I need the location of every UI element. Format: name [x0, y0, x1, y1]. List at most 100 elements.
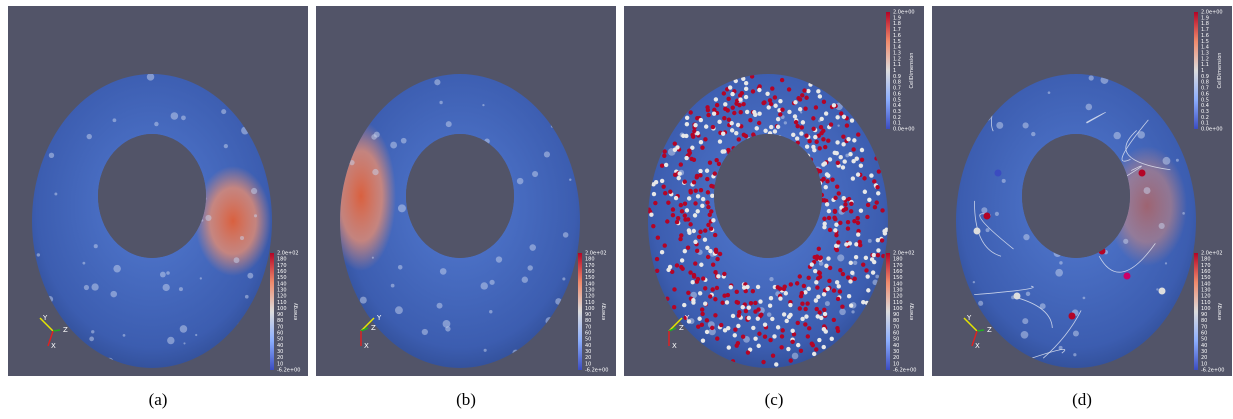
colorbar-tick: 90	[893, 312, 899, 318]
colorbar-tick: 110	[277, 300, 287, 306]
colorbar-tick: 160	[1201, 269, 1211, 275]
speckle	[36, 253, 41, 257]
colorbar-tick: 150	[585, 275, 595, 281]
particle	[700, 311, 705, 317]
colorbar-tick: 10	[277, 361, 283, 367]
particle	[698, 117, 704, 123]
speckle	[1047, 91, 1051, 95]
particle	[705, 254, 711, 260]
particle	[793, 100, 798, 105]
surface-detail	[648, 74, 888, 367]
particle	[841, 196, 846, 201]
particle	[858, 163, 864, 168]
particle	[872, 179, 877, 184]
particle	[835, 296, 841, 302]
particle	[743, 81, 749, 86]
speckle	[199, 277, 202, 280]
caption: (a)	[149, 390, 168, 409]
speckle	[527, 265, 533, 271]
particle	[723, 106, 728, 112]
colorbar-tick: 0.5	[1201, 97, 1209, 103]
axis-arrow	[360, 327, 369, 332]
axis-label: X	[672, 342, 677, 350]
speckle	[436, 302, 443, 309]
hole	[714, 134, 822, 258]
speckle	[1055, 268, 1063, 277]
particle	[793, 120, 799, 125]
particle	[712, 232, 718, 238]
particle	[849, 118, 855, 123]
particle	[651, 182, 656, 187]
colorbar-tick: 170	[893, 263, 903, 269]
speckle	[434, 79, 441, 86]
particle	[682, 213, 688, 218]
particle	[791, 132, 796, 138]
particle	[746, 305, 752, 310]
speckle	[1156, 288, 1159, 291]
colorbar-tick: 100	[1201, 306, 1211, 312]
particle	[783, 291, 789, 296]
speckle	[1039, 303, 1046, 310]
particle	[729, 121, 734, 126]
colorbar-tick: 1	[893, 68, 896, 74]
particle	[684, 115, 690, 121]
caption: (b)	[456, 390, 476, 409]
particle	[688, 188, 693, 194]
particle	[865, 202, 871, 208]
particle	[737, 309, 742, 315]
colorbar-title: energy	[601, 303, 607, 320]
particle	[707, 160, 713, 165]
particle	[684, 208, 690, 213]
particle	[726, 345, 731, 350]
particle	[678, 202, 684, 208]
particle	[716, 161, 722, 167]
speckle	[253, 214, 258, 218]
particle	[736, 323, 741, 329]
particle	[832, 209, 838, 215]
particle	[682, 248, 688, 254]
particle	[733, 78, 738, 84]
particle	[763, 128, 768, 133]
particle	[844, 242, 849, 247]
colorbar-tick: 180	[1201, 257, 1211, 263]
colorbar-tick: 20	[277, 355, 283, 361]
particle	[685, 245, 691, 250]
particle	[693, 122, 698, 128]
colorbar	[1194, 12, 1198, 129]
particle	[703, 301, 708, 306]
colorbar-tick: 70	[893, 324, 899, 330]
particle	[655, 235, 661, 240]
speckle	[1137, 131, 1145, 139]
particle	[703, 124, 709, 129]
particle	[983, 212, 991, 220]
speckle	[1162, 156, 1171, 165]
colorbar-tick: 0.1	[1201, 121, 1209, 127]
speckle	[1023, 233, 1030, 241]
speckle	[1088, 75, 1094, 81]
particle	[835, 325, 840, 331]
colorbar-title: energy	[1217, 303, 1223, 320]
panel: 2.0e+00 0.0e+00 1.91.81.71.61.51.41.31.21.…	[932, 6, 1232, 376]
particle	[772, 334, 777, 339]
particle	[848, 152, 853, 157]
speckle	[122, 333, 126, 337]
particle	[838, 220, 843, 226]
particle	[778, 112, 783, 117]
colorbar-tick: 150	[277, 275, 287, 281]
speckle	[390, 283, 395, 288]
particle	[751, 325, 756, 331]
speckle	[708, 328, 716, 336]
particle	[767, 303, 773, 308]
speckle	[1022, 318, 1029, 325]
particle	[670, 269, 675, 275]
particle	[821, 128, 826, 134]
particle	[781, 312, 787, 317]
speckle	[791, 352, 799, 360]
particle	[711, 111, 717, 116]
particle	[755, 284, 761, 290]
particle	[1123, 272, 1131, 280]
particle	[683, 315, 688, 321]
colorbar-tick: 180	[893, 257, 903, 263]
caption: (c)	[765, 390, 784, 409]
particle	[674, 263, 680, 268]
